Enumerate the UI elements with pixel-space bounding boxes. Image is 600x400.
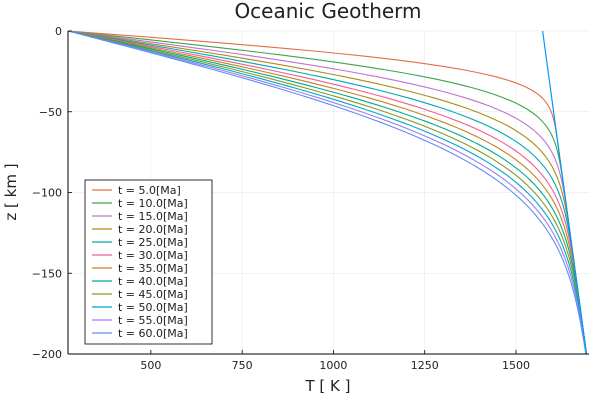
y-axis-ticks: 0 −50 −100 −150 −200 xyxy=(32,25,72,361)
y-tick-label: −100 xyxy=(32,187,62,200)
x-axis-title: T [ K ] xyxy=(304,377,350,395)
legend-label: t = 50.0[Ma] xyxy=(118,301,188,314)
series-line-60ma xyxy=(67,30,587,355)
legend-label: t = 55.0[Ma] xyxy=(118,314,188,327)
series-line-55ma xyxy=(67,30,587,355)
legend-label: t = 30.0[Ma] xyxy=(118,249,188,262)
y-tick-label: −50 xyxy=(39,106,62,119)
legend-label: t = 35.0[Ma] xyxy=(118,262,188,275)
legend-label: t = 40.0[Ma] xyxy=(118,275,188,288)
y-axis-title: z [ km ] xyxy=(2,163,20,220)
legend: t = 5.0[Ma]t = 10.0[Ma]t = 15.0[Ma]t = 2… xyxy=(84,179,213,345)
series-line-45ma xyxy=(67,30,587,355)
x-axis-ticks: 500 750 1000 1250 1500 xyxy=(140,350,530,372)
legend-label: t = 45.0[Ma] xyxy=(118,288,188,301)
series-line-50ma xyxy=(67,30,587,355)
x-tick-label: 1000 xyxy=(319,359,347,372)
legend-label: t = 60.0[Ma] xyxy=(118,327,188,340)
legend-label: t = 20.0[Ma] xyxy=(118,223,188,236)
x-tick-label: 1500 xyxy=(502,359,530,372)
y-tick-label: −150 xyxy=(32,267,62,280)
legend-label: t = 10.0[Ma] xyxy=(118,197,188,210)
legend-label: t = 15.0[Ma] xyxy=(118,210,188,223)
legend-label: t = 5.0[Ma] xyxy=(118,184,181,197)
series-layer xyxy=(67,30,588,355)
legend-box xyxy=(84,179,213,345)
x-tick-label: 1250 xyxy=(411,359,439,372)
x-tick-label: 500 xyxy=(140,359,161,372)
adiabat-line xyxy=(542,30,588,355)
chart-title: Oceanic Geotherm xyxy=(234,0,421,23)
x-tick-label: 750 xyxy=(232,359,253,372)
y-tick-label: 0 xyxy=(55,25,62,38)
y-tick-label: −200 xyxy=(32,348,62,361)
legend-label: t = 25.0[Ma] xyxy=(118,236,188,249)
